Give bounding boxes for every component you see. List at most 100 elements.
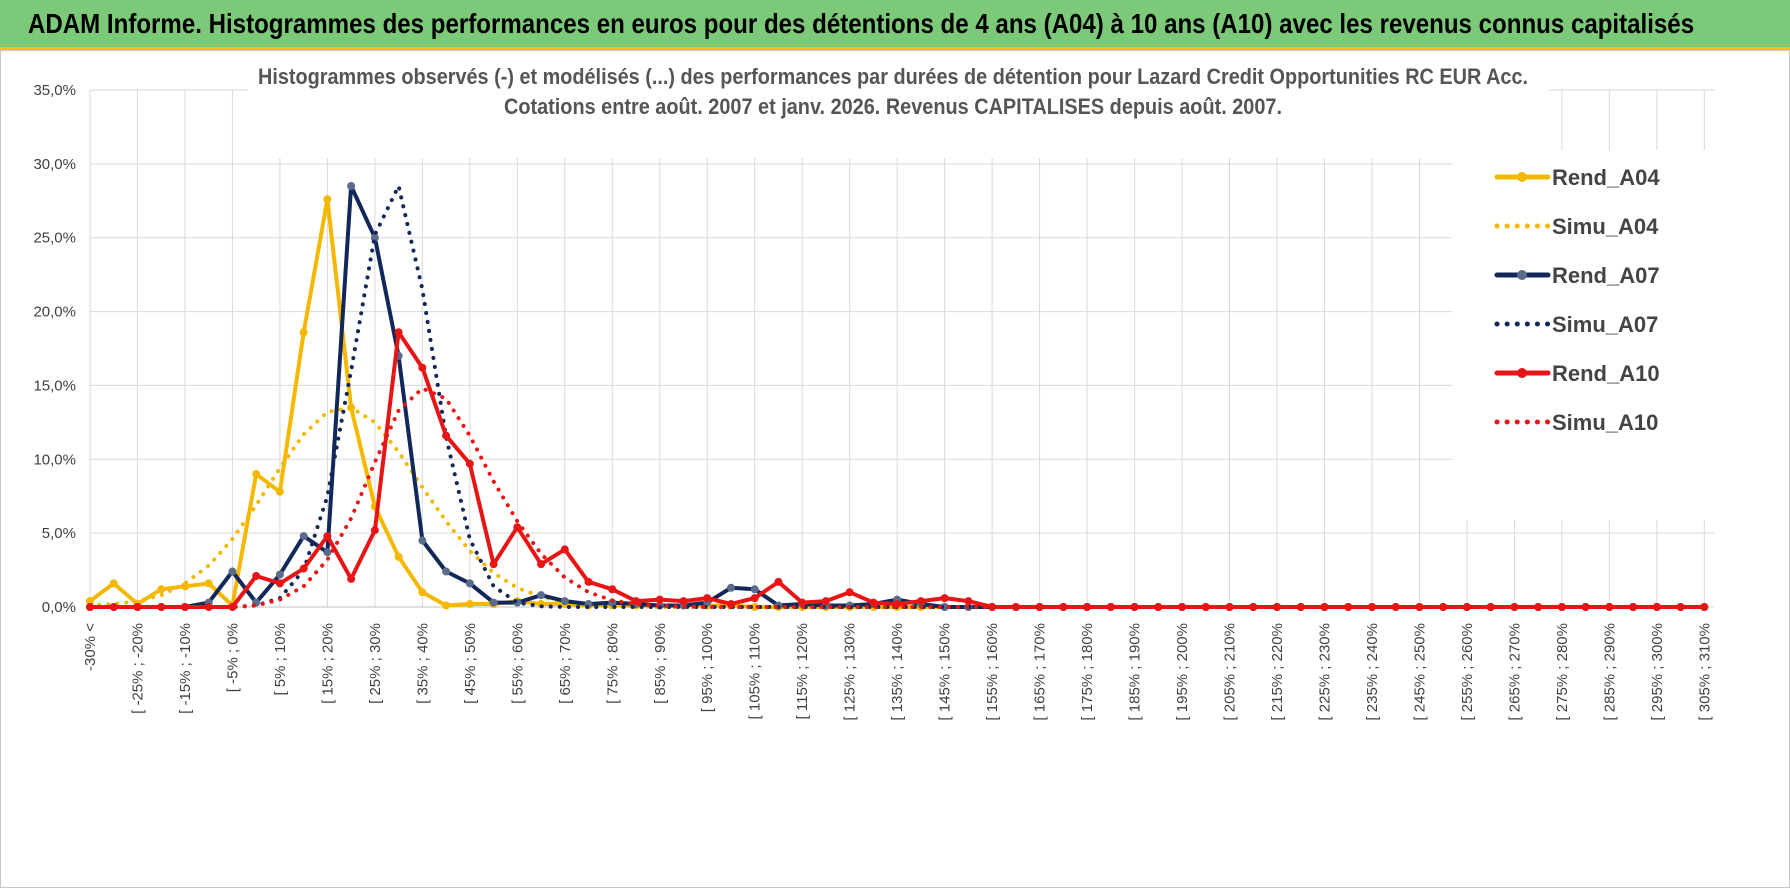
x-tick-label: [ 205% ; 210% [1222, 623, 1239, 721]
x-tick-label: [ 285% ; 290% [1601, 623, 1618, 721]
x-tick-label: [ 175% ; 180% [1079, 623, 1096, 721]
data-point-rend-a10 [1486, 603, 1495, 611]
data-point-rend-a10 [1557, 603, 1566, 611]
data-point-rend-a04 [465, 600, 474, 609]
x-tick-label: [ 215% ; 220% [1269, 623, 1286, 721]
x-tick-label: [ 145% ; 150% [937, 623, 954, 721]
data-point-rend-a10 [916, 597, 925, 606]
chart-title: Histogrammes observés (-) et modélisés (… [258, 64, 1528, 89]
x-tick-label: [ 265% ; 270% [1506, 623, 1523, 721]
data-point-rend-a10 [1059, 603, 1068, 611]
data-point-rend-a10 [537, 560, 546, 569]
data-point-rend-a10 [489, 560, 498, 569]
x-tick-label: [ 195% ; 200% [1174, 623, 1191, 721]
x-tick-label: [ 95% ; 100% [699, 623, 716, 712]
legend-label-simu-a07: Simu_A07 [1552, 312, 1658, 337]
x-tick-label: [ 155% ; 160% [984, 623, 1001, 721]
data-point-rend-a04 [394, 552, 403, 561]
header-banner: ADAM Informe. Histogrammes des performan… [0, 0, 1790, 50]
y-tick-label: 5,0% [42, 525, 76, 542]
data-point-rend-a10 [442, 431, 451, 440]
data-point-rend-a10 [252, 571, 261, 580]
x-tick-label: [ 115% ; 120% [794, 623, 811, 719]
data-point-rend-a10 [1367, 603, 1376, 611]
legend-background [1452, 150, 1727, 520]
y-tick-label: 25,0% [33, 230, 76, 247]
data-point-rend-a04 [252, 470, 261, 479]
x-tick-label: [ 85% ; 90% [652, 623, 669, 704]
data-point-rend-a10 [774, 577, 783, 586]
data-point-rend-a04 [204, 579, 213, 588]
x-tick-label: [ 105% ; 110% [747, 623, 764, 719]
y-tick-label: 10,0% [33, 451, 76, 468]
data-point-rend-a07 [442, 567, 451, 576]
data-point-rend-a10 [1415, 603, 1424, 611]
data-point-rend-a04 [86, 597, 94, 606]
x-tick-label: [ 25% ; 30% [367, 623, 384, 704]
x-tick-label: [ 35% ; 40% [414, 623, 431, 704]
data-point-rend-a04 [109, 579, 118, 588]
data-point-rend-a10 [821, 597, 830, 606]
data-point-rend-a10 [299, 564, 308, 573]
series-lines [86, 182, 1709, 611]
x-tick-label: [ 275% ; 280% [1554, 623, 1571, 721]
x-tick-label: -30% < [82, 623, 99, 671]
y-tick-label: 30,0% [33, 156, 76, 173]
data-point-rend-a07 [560, 597, 569, 606]
x-tick-label: [ 75% ; 80% [604, 623, 621, 704]
data-point-rend-a10 [1296, 603, 1305, 611]
data-point-rend-a04 [275, 487, 284, 496]
data-point-rend-a07 [750, 585, 759, 594]
legend-marker-rend-a10 [1517, 368, 1527, 378]
data-point-rend-a10 [608, 585, 617, 594]
y-tick-label: 20,0% [33, 304, 76, 321]
data-point-rend-a07 [489, 598, 498, 607]
data-point-rend-a07 [275, 570, 284, 579]
data-point-rend-a07 [726, 583, 735, 592]
data-point-rend-a10 [1130, 603, 1139, 611]
data-point-rend-a10 [703, 594, 712, 603]
chart-subtitle: Cotations entre août. 2007 et janv. 2026… [504, 94, 1282, 119]
data-point-rend-a10 [1605, 603, 1614, 611]
x-tick-label: [ -15% ; -10% [177, 623, 194, 714]
data-point-rend-a10 [560, 545, 569, 554]
data-point-rend-a04 [418, 588, 427, 597]
x-tick-label: [ 135% ; 140% [889, 623, 906, 721]
data-point-rend-a10 [964, 597, 973, 606]
histogram-chart: 0,0% 5,0% 10,0% 15,0% 20,0% 25,0% 30,0% 35,0% -… [33, 64, 1727, 721]
data-point-rend-a10 [1011, 603, 1020, 611]
data-point-rend-a10 [347, 574, 356, 583]
data-point-rend-a10 [323, 532, 332, 541]
series-line-simu-a04 [88, 405, 1707, 609]
x-tick-label: [ -25% ; -20% [129, 623, 146, 714]
x-axis: -30% < [ -25% ; -20% [ -15% ; -10% [ -5% ; … [82, 606, 1713, 721]
legend-label-simu-a04: Simu_A04 [1552, 214, 1659, 239]
data-point-rend-a10 [679, 597, 688, 606]
data-point-rend-a10 [109, 603, 118, 611]
legend-label-rend-a07: Rend_A07 [1552, 263, 1660, 288]
data-point-rend-a10 [1534, 603, 1543, 611]
data-point-rend-a07 [323, 548, 332, 557]
data-point-rend-a07 [465, 579, 474, 588]
legend-label-rend-a10: Rend_A10 [1552, 361, 1660, 386]
x-tick-label: [ 185% ; 190% [1127, 623, 1144, 721]
x-tick-label: [ 45% ; 50% [462, 623, 479, 704]
data-point-rend-a10 [869, 598, 878, 607]
legend-marker-rend-a07 [1517, 270, 1527, 280]
data-point-rend-a04 [442, 601, 451, 610]
data-point-rend-a10 [394, 328, 403, 337]
y-tick-label: 15,0% [33, 377, 76, 394]
legend-label-rend-a04: Rend_A04 [1552, 165, 1660, 190]
data-point-rend-a10 [655, 595, 664, 604]
data-point-rend-a10 [750, 594, 759, 603]
data-point-rend-a10 [1178, 603, 1187, 611]
data-point-rend-a10 [513, 523, 522, 532]
data-point-rend-a10 [584, 577, 593, 586]
data-point-rend-a10 [845, 588, 854, 597]
page-title: ADAM Informe. Histogrammes des performan… [28, 8, 1695, 39]
x-tick-label: [ 235% ; 240% [1364, 623, 1381, 721]
data-point-rend-a10 [180, 603, 189, 611]
legend-marker-rend-a04 [1517, 172, 1527, 182]
data-point-rend-a04 [299, 328, 308, 337]
data-point-rend-a07 [418, 536, 427, 545]
